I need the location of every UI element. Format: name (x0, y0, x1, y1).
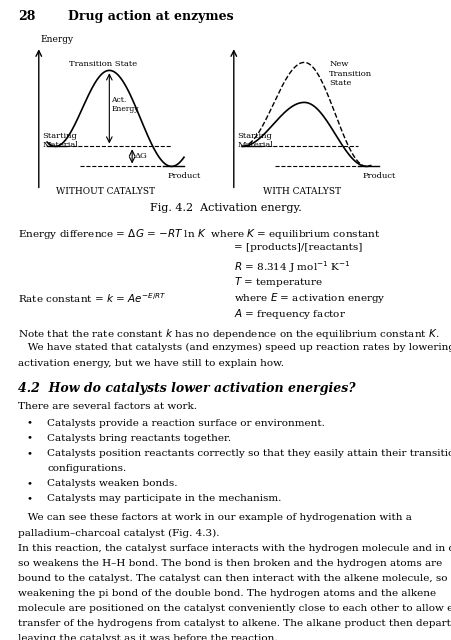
Text: We can see these factors at work in our example of hydrogenation with a: We can see these factors at work in our … (18, 513, 412, 522)
Text: Catalysts provide a reaction surface or environment.: Catalysts provide a reaction surface or … (47, 419, 325, 428)
Text: We have stated that catalysts (and enzymes) speed up reaction rates by lowering : We have stated that catalysts (and enzym… (18, 343, 451, 352)
Text: Energy: Energy (41, 35, 74, 44)
Text: = [products]/[reactants]: = [products]/[reactants] (234, 243, 362, 252)
Text: WITH CATALYST: WITH CATALYST (263, 188, 341, 196)
Text: Energy difference = $\Delta G$ = $-RT$ ln $K$  where $K$ = equilibrium constant: Energy difference = $\Delta G$ = $-RT$ l… (18, 227, 380, 241)
Text: New
Transition
State: New Transition State (329, 60, 373, 87)
Text: •: • (26, 449, 32, 458)
Text: Rate constant = $k$ = $Ae^{-E/RT}$: Rate constant = $k$ = $Ae^{-E/RT}$ (18, 291, 166, 305)
Text: transfer of the hydrogens from catalyst to alkene. The alkane product then depar: transfer of the hydrogens from catalyst … (18, 619, 451, 628)
Text: Act.
Energy: Act. Energy (111, 96, 139, 113)
Text: In this reaction, the catalyst surface interacts with the hydrogen molecule and : In this reaction, the catalyst surface i… (18, 543, 451, 552)
Text: Catalysts position reactants correctly so that they easily attain their transiti: Catalysts position reactants correctly s… (47, 449, 451, 458)
Text: Fig. 4.2  Activation energy.: Fig. 4.2 Activation energy. (150, 203, 301, 213)
Text: Product: Product (363, 172, 396, 180)
Text: •: • (26, 479, 32, 488)
Text: ΔG: ΔG (134, 152, 147, 161)
Text: configurations.: configurations. (47, 464, 126, 473)
Text: $A$ = frequency factor: $A$ = frequency factor (234, 307, 346, 321)
Text: There are several factors at work.: There are several factors at work. (18, 402, 197, 411)
Text: activation energy, but we have still to explain how.: activation energy, but we have still to … (18, 358, 284, 368)
Text: Transition State: Transition State (69, 60, 137, 68)
Text: palladium–charcoal catalyst (Fig. 4.3).: palladium–charcoal catalyst (Fig. 4.3). (18, 529, 220, 538)
Text: molecule are positioned on the catalyst conveniently close to each other to allo: molecule are positioned on the catalyst … (18, 604, 451, 613)
Text: •: • (26, 434, 32, 443)
Text: where $E$ = activation energy: where $E$ = activation energy (234, 291, 385, 305)
Text: •: • (26, 494, 32, 503)
Text: WITHOUT CATALYST: WITHOUT CATALYST (55, 188, 155, 196)
Text: Starting
Material: Starting Material (42, 132, 78, 149)
Text: 28: 28 (18, 10, 36, 23)
Text: bound to the catalyst. The catalyst can then interact with the alkene molecule, : bound to the catalyst. The catalyst can … (18, 574, 447, 583)
Text: Catalysts may participate in the mechanism.: Catalysts may participate in the mechani… (47, 494, 281, 503)
Text: leaving the catalyst as it was before the reaction.: leaving the catalyst as it was before th… (18, 634, 278, 640)
Text: so weakens the H–H bond. The bond is then broken and the hydrogen atoms are: so weakens the H–H bond. The bond is the… (18, 559, 442, 568)
Text: Product: Product (167, 172, 201, 180)
Text: Catalysts weaken bonds.: Catalysts weaken bonds. (47, 479, 178, 488)
Text: $R$ = 8.314 J mol$^{-1}$ K$^{-1}$: $R$ = 8.314 J mol$^{-1}$ K$^{-1}$ (234, 259, 350, 275)
Text: Starting
Material: Starting Material (237, 132, 273, 149)
Text: Note that the rate constant $k$ has no dependence on the equilibrium constant $K: Note that the rate constant $k$ has no d… (18, 327, 439, 341)
Text: 4.2  How do catalysts lower activation energies?: 4.2 How do catalysts lower activation en… (18, 382, 356, 395)
Text: weakening the pi bond of the double bond. The hydrogen atoms and the alkene: weakening the pi bond of the double bond… (18, 589, 436, 598)
Text: $T$ = temperature: $T$ = temperature (234, 275, 323, 289)
Text: Catalysts bring reactants together.: Catalysts bring reactants together. (47, 434, 231, 443)
Text: Drug action at enzymes: Drug action at enzymes (68, 10, 234, 23)
Text: •: • (26, 419, 32, 428)
